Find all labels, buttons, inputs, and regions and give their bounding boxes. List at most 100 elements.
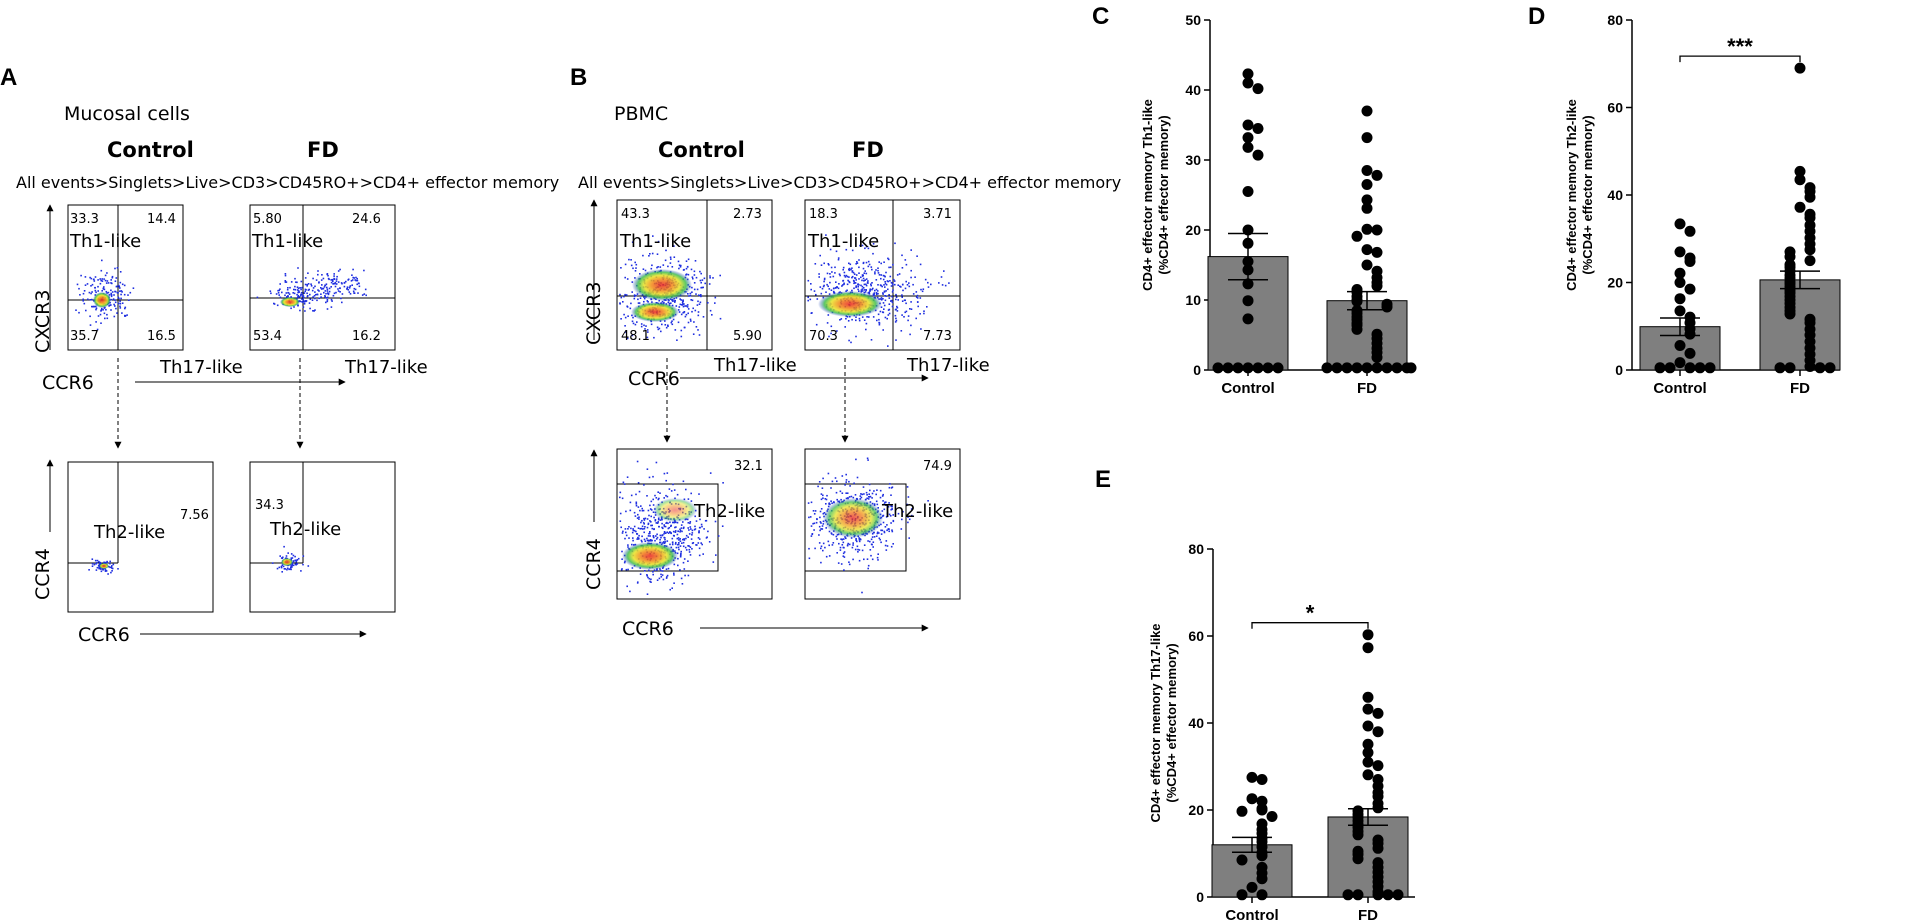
ccr6-axis-label: CCR6 bbox=[628, 368, 680, 390]
data-point bbox=[1242, 132, 1254, 144]
data-point bbox=[1256, 804, 1268, 816]
bar bbox=[1326, 300, 1408, 371]
data-point bbox=[1674, 305, 1686, 317]
data-point bbox=[1794, 201, 1806, 213]
flow-plot-a-fd-bottom: 34.3 Th2-like bbox=[249, 461, 396, 613]
data-point bbox=[1814, 362, 1826, 374]
data-point bbox=[1242, 186, 1254, 197]
data-point bbox=[1794, 174, 1806, 186]
data-point bbox=[1784, 308, 1796, 320]
y-tick-label: 80 bbox=[1607, 12, 1623, 28]
data-point bbox=[1252, 362, 1264, 374]
data-point bbox=[1256, 889, 1268, 901]
data-point bbox=[1222, 362, 1234, 374]
data-point bbox=[1272, 362, 1284, 374]
data-point bbox=[1242, 119, 1254, 131]
data-point bbox=[1342, 889, 1354, 901]
data-point bbox=[1352, 889, 1364, 901]
data-point bbox=[1362, 720, 1374, 732]
data-point bbox=[1242, 313, 1254, 325]
data-point bbox=[1242, 278, 1254, 290]
data-point bbox=[1372, 802, 1384, 814]
data-point bbox=[1232, 362, 1244, 374]
th1-like-label: Th1-like bbox=[619, 231, 691, 252]
ccr6-axis-label: CCR6 bbox=[78, 624, 130, 646]
data-point bbox=[1674, 293, 1686, 305]
cxcr3-axis-label: CXCR3 bbox=[32, 290, 54, 353]
quadrant-lr-value: 16.2 bbox=[352, 329, 381, 344]
data-point bbox=[1361, 194, 1373, 206]
data-point bbox=[1674, 267, 1686, 279]
x-tick-label: Control bbox=[1653, 380, 1706, 397]
data-point bbox=[1362, 703, 1374, 715]
y-axis-label: CD4+ effector memory Th1-like bbox=[1140, 99, 1155, 291]
th17-like-label: Th17-like bbox=[906, 355, 990, 376]
data-point bbox=[1391, 362, 1403, 374]
y-tick-label: 40 bbox=[1607, 187, 1623, 203]
y-tick-label: 0 bbox=[1196, 889, 1204, 905]
data-point bbox=[1236, 889, 1248, 901]
y-tick-label: 40 bbox=[1185, 82, 1201, 98]
data-point bbox=[1351, 295, 1363, 307]
data-point bbox=[1372, 889, 1384, 901]
th2-like-label: Th2-like bbox=[881, 501, 953, 522]
data-point bbox=[1784, 362, 1796, 374]
data-point bbox=[1256, 774, 1268, 785]
data-point bbox=[1381, 362, 1393, 374]
significance-label: * bbox=[1306, 601, 1315, 626]
y-axis-label: (%CD4+ effector memory) bbox=[1156, 115, 1171, 274]
data-point bbox=[1774, 362, 1786, 374]
flow-plot-a-control-top: 33.3 14.4 35.7 16.5 Th1-like CXCR3 CCR6 … bbox=[32, 204, 346, 394]
data-point bbox=[1361, 179, 1373, 190]
data-point bbox=[1242, 77, 1254, 89]
data-point bbox=[1704, 362, 1716, 374]
data-point bbox=[1362, 769, 1374, 781]
flow-plot-b-fd-bottom: 74.9 Th2-like bbox=[804, 448, 961, 600]
data-point bbox=[1371, 362, 1383, 374]
quadrant-lr-value: 16.5 bbox=[147, 329, 176, 344]
data-point bbox=[1674, 340, 1686, 351]
data-point bbox=[1674, 277, 1686, 288]
panel-b-label: B bbox=[570, 64, 587, 91]
data-point bbox=[1684, 347, 1696, 359]
panel-a-label: A bbox=[0, 64, 17, 91]
x-tick-label: FD bbox=[1790, 380, 1810, 397]
panel-a-group-fd: FD bbox=[307, 138, 339, 162]
data-point bbox=[1361, 132, 1373, 144]
data-point bbox=[1684, 362, 1696, 374]
data-point bbox=[1246, 881, 1258, 893]
data-point bbox=[1824, 362, 1836, 374]
data-point bbox=[1804, 191, 1816, 203]
y-tick-label: 60 bbox=[1188, 628, 1204, 644]
data-point bbox=[1804, 244, 1816, 256]
flow-plot-b-control-bottom: 32.1 Th2-like CCR4 CCR6 bbox=[583, 448, 929, 640]
y-axis-label: (%CD4+ effector memory) bbox=[1580, 115, 1595, 274]
data-point bbox=[1784, 251, 1796, 263]
x-tick-label: FD bbox=[1357, 380, 1377, 397]
y-tick-label: 20 bbox=[1185, 222, 1201, 238]
th1-like-label: Th1-like bbox=[69, 231, 141, 252]
data-point bbox=[1256, 850, 1268, 862]
panel-a-gating-path: All events>Singlets>Live>CD3>CD45RO+>CD4… bbox=[16, 173, 559, 192]
ccr4-axis-label: CCR4 bbox=[583, 538, 605, 590]
panel-d-label: D bbox=[1528, 3, 1545, 30]
data-point bbox=[1242, 295, 1254, 307]
data-point bbox=[1372, 842, 1384, 854]
data-point bbox=[1674, 357, 1686, 369]
th2-gate-value: 7.56 bbox=[180, 508, 209, 523]
data-point bbox=[1405, 362, 1417, 374]
ccr6-axis-label: CCR6 bbox=[42, 372, 94, 394]
quadrant-ur-value: 2.73 bbox=[733, 207, 762, 222]
data-point bbox=[1371, 280, 1383, 292]
data-point bbox=[1246, 793, 1258, 805]
y-tick-label: 10 bbox=[1185, 292, 1201, 308]
data-point bbox=[1694, 362, 1706, 374]
data-point bbox=[1362, 629, 1374, 641]
data-point bbox=[1664, 362, 1676, 374]
data-point bbox=[1371, 246, 1383, 258]
panel-e-label: E bbox=[1095, 466, 1111, 493]
data-point bbox=[1352, 829, 1364, 841]
data-point bbox=[1242, 141, 1254, 153]
data-point bbox=[1351, 362, 1363, 374]
